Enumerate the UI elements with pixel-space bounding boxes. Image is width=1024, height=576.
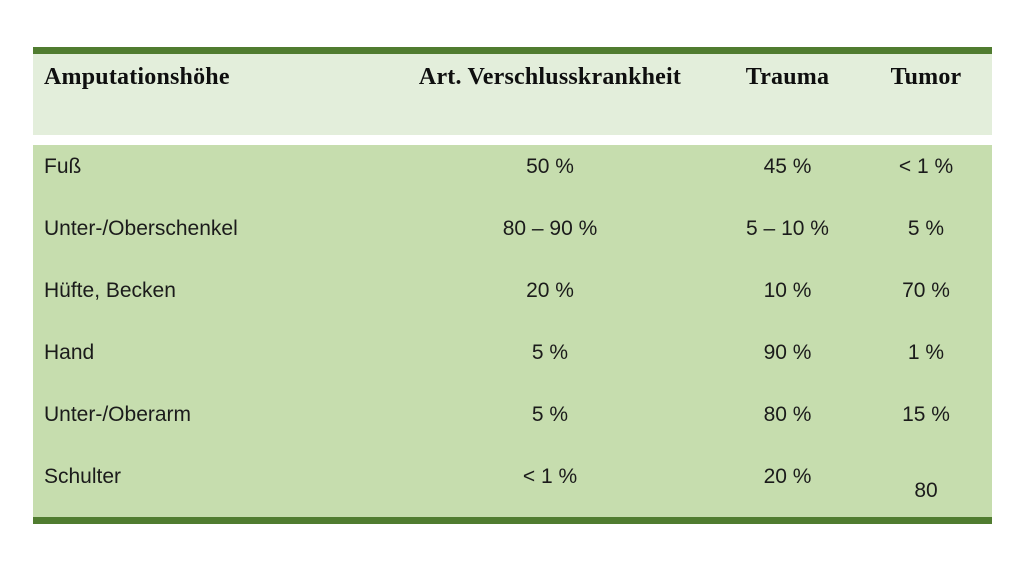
row-value: 45 % (763, 155, 812, 178)
header-cell-3: Tumor (890, 64, 962, 90)
table-row: Schulter < 1 % 20 % 80 (33, 455, 992, 517)
row-value: 50 % (526, 155, 574, 178)
table-bottom-accent-bar (33, 517, 992, 524)
row-value: 80 – 90 % (502, 217, 598, 240)
table-top-accent-bar (33, 47, 992, 54)
row-value: 5 % (531, 341, 569, 364)
row-label: Schulter (44, 465, 122, 488)
row-value: 5 – 10 % (746, 217, 829, 240)
header-body-divider (33, 135, 992, 145)
header-cell-0: Amputationshöhe (44, 64, 230, 90)
row-label: Hand (44, 341, 95, 364)
row-value: 5 % (907, 217, 945, 240)
row-value: 20 % (763, 465, 812, 488)
row-value: 15 % (902, 403, 950, 426)
row-label: Hüfte, Becken (44, 279, 176, 302)
table-body: Fuß 50 % 45 % < 1 % Unter-/Oberschenkel 80 – … (33, 145, 992, 517)
row-label: Unter-/Oberschenkel (44, 217, 238, 240)
row-value: 1 % (907, 341, 945, 364)
row-value: 5 % (531, 403, 569, 426)
table-header-row: Amputationshöhe Art. Verschlusskrankheit T… (33, 54, 992, 135)
row-value: 70 % (902, 279, 950, 302)
row-value: 80 (914, 479, 938, 502)
table-row: Unter-/Oberarm 5 % 80 % 15 % (33, 393, 992, 455)
row-value: 90 % (763, 341, 812, 364)
table-row: Hand 5 % 90 % 1 % (33, 331, 992, 393)
row-label: Fuß (44, 155, 82, 178)
table-row: Unter-/Oberschenkel 80 – 90 % 5 – 10 % 5 % (33, 207, 992, 269)
row-value: 20 % (526, 279, 574, 302)
header-cell-1: Art. Verschlusskrankheit (418, 64, 682, 90)
table-row: Hüfte, Becken 20 % 10 % 70 % (33, 269, 992, 331)
header-cell-2: Trauma (745, 64, 830, 90)
row-value: 10 % (763, 279, 812, 302)
row-value: < 1 % (898, 155, 954, 178)
data-table: Amputationshöhe Art. Verschlusskrankheit T… (33, 47, 992, 524)
row-value: 80 % (763, 403, 812, 426)
row-label: Unter-/Oberarm (44, 403, 192, 426)
row-value: < 1 % (522, 465, 578, 488)
table-row: Fuß 50 % 45 % < 1 % (33, 145, 992, 207)
